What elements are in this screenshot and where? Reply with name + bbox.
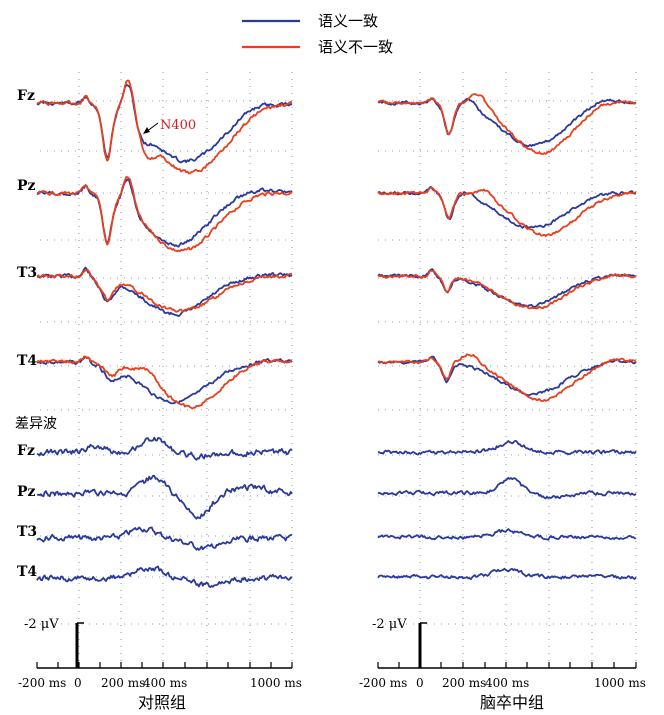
axis-tick-label-right-400: 400 ms bbox=[485, 676, 529, 690]
wave-control-t4-inconsistent bbox=[36, 355, 293, 410]
wave-control-fz-inconsistent bbox=[36, 79, 293, 175]
electrode-label-fz: Fz bbox=[17, 88, 35, 104]
electrode-label-t3: T3 bbox=[17, 265, 37, 281]
diff-label-t3: T3 bbox=[17, 524, 37, 540]
wave-stroke-t4-inconsistent bbox=[377, 353, 637, 402]
diff-wave-stroke-pz bbox=[377, 477, 637, 500]
n400-annotation: N400 bbox=[143, 118, 196, 134]
time-axis-left: -200 ms 0 200 ms 400 ms 1000 ms bbox=[18, 662, 302, 690]
legend-label-consistent: 语义一致 bbox=[318, 12, 378, 30]
diff-label-pz: Pz bbox=[17, 484, 36, 500]
axis-tick-label-left-400: 400 ms bbox=[143, 676, 187, 690]
grid-left bbox=[40, 72, 293, 665]
axis-ticks-left bbox=[36, 662, 293, 668]
n400-arrow-head bbox=[143, 127, 150, 134]
axis-tick-label-left-m200: -200 ms bbox=[18, 676, 66, 690]
wave-stroke-t4-consistent bbox=[377, 355, 637, 397]
n400-label: N400 bbox=[160, 118, 196, 133]
diff-wave-control-pz bbox=[36, 474, 293, 520]
panel-title-stroke: 脑卒中组 bbox=[480, 693, 544, 712]
diff-wave-control-t3 bbox=[36, 526, 293, 551]
axis-tick-label-left-0: 0 bbox=[74, 676, 82, 690]
wave-stroke-fz-inconsistent bbox=[377, 93, 637, 155]
electrode-labels: Fz Pz T3 T4 bbox=[17, 88, 37, 369]
scale-bar-left: -2 μV bbox=[24, 617, 84, 668]
wave-control-pz-consistent bbox=[36, 178, 293, 248]
electrode-label-pz: Pz bbox=[17, 178, 36, 194]
wave-control-pz-inconsistent bbox=[36, 176, 293, 253]
wave-control-fz-consistent bbox=[36, 84, 293, 164]
difference-wave-label: 差异波 bbox=[15, 416, 57, 432]
axis-tick-label-right-200: 200 ms bbox=[442, 676, 486, 690]
wave-stroke-t3-inconsistent bbox=[377, 269, 637, 310]
axis-tick-label-left-1000: 1000 ms bbox=[250, 676, 302, 690]
diff-wave-control-fz bbox=[36, 436, 293, 461]
diff-wave-stroke-fz bbox=[377, 440, 637, 456]
axis-ticks-right bbox=[377, 662, 637, 668]
scale-bar-right: -2 μV bbox=[372, 617, 427, 668]
axis-tick-label-right-1000: 1000 ms bbox=[594, 676, 646, 690]
diff-wave-stroke-t3 bbox=[377, 528, 637, 541]
scale-label-right: -2 μV bbox=[372, 617, 407, 632]
panel-title-control: 对照组 bbox=[138, 693, 186, 712]
electrode-label-t4: T4 bbox=[17, 353, 37, 369]
wave-stroke-pz-inconsistent bbox=[377, 186, 637, 237]
diff-label-t4: T4 bbox=[17, 564, 37, 580]
difference-electrode-labels: Fz Pz T3 T4 bbox=[17, 443, 37, 580]
legend-label-inconsistent: 语义不一致 bbox=[318, 38, 393, 56]
time-axis-right: -200 ms 0 200 ms 400 ms 1000 ms bbox=[359, 662, 646, 690]
waveforms bbox=[36, 79, 637, 588]
axis-tick-label-right-m200: -200 ms bbox=[359, 676, 407, 690]
axis-tick-label-left-200: 200 ms bbox=[101, 676, 145, 690]
diff-wave-stroke-t4 bbox=[377, 567, 637, 580]
wave-control-t3-inconsistent bbox=[36, 269, 293, 313]
scale-label-left: -2 μV bbox=[24, 617, 59, 632]
axis-tick-label-right-0: 0 bbox=[416, 676, 424, 690]
legend: 语义一致 语义不一致 bbox=[242, 12, 393, 56]
diff-label-fz: Fz bbox=[17, 443, 35, 459]
wave-stroke-fz-consistent bbox=[377, 97, 637, 148]
diff-wave-control-t4 bbox=[36, 565, 293, 588]
wave-control-t3-consistent bbox=[36, 266, 293, 317]
